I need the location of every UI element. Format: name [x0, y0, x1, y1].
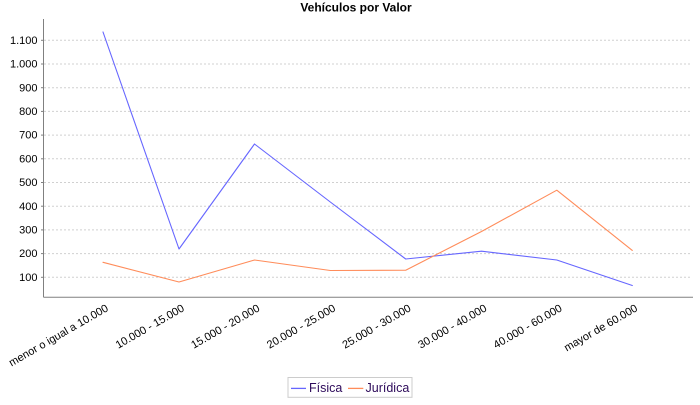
svg-text:600: 600	[19, 153, 37, 165]
svg-text:900: 900	[19, 82, 37, 94]
svg-text:Jurídica: Jurídica	[366, 381, 410, 395]
svg-text:100: 100	[19, 272, 37, 284]
svg-text:1.100: 1.100	[10, 35, 38, 47]
svg-text:Vehículos por Valor: Vehículos por Valor	[300, 1, 412, 15]
svg-text:800: 800	[19, 106, 37, 118]
svg-text:Física: Física	[309, 381, 342, 395]
svg-text:700: 700	[19, 130, 37, 142]
svg-text:400: 400	[19, 201, 37, 213]
svg-text:1.000: 1.000	[10, 59, 38, 71]
svg-text:500: 500	[19, 177, 37, 189]
svg-text:200: 200	[19, 248, 37, 260]
svg-text:300: 300	[19, 225, 37, 237]
